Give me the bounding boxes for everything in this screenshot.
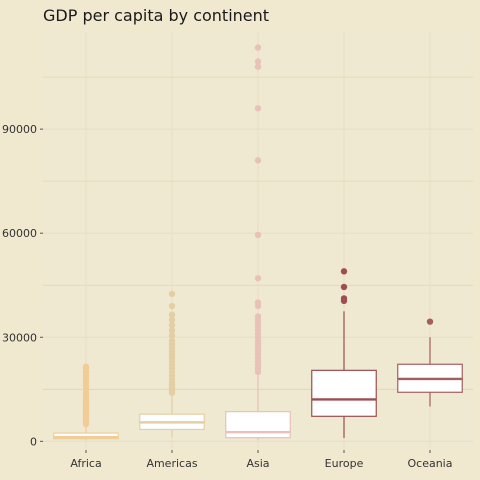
x-tick-label: Europe xyxy=(325,457,364,470)
outlier-point xyxy=(168,337,176,344)
y-tick-label: 90000 xyxy=(2,123,37,136)
outlier-point xyxy=(168,321,176,329)
chart-title: GDP per capita by continent xyxy=(43,6,269,25)
box-africa xyxy=(53,363,119,441)
outlier-point xyxy=(254,63,262,70)
outlier-point xyxy=(340,283,348,291)
chart-marks xyxy=(53,44,463,441)
box-iqr xyxy=(53,432,119,440)
outlier-point xyxy=(168,327,176,334)
outlier-point xyxy=(426,318,434,325)
outlier-point xyxy=(168,302,176,310)
x-tick-label: Africa xyxy=(70,457,101,470)
outlier-point xyxy=(254,58,262,65)
outlier-point xyxy=(254,105,262,112)
outlier-point xyxy=(168,290,176,298)
y-tick-label: 0 xyxy=(30,435,37,448)
outlier-point xyxy=(340,295,348,302)
outlier-point xyxy=(254,44,262,51)
outlier-point xyxy=(254,157,262,164)
box-americas xyxy=(139,290,205,438)
x-axis: Africa Americas Asia Europe Oceania xyxy=(70,450,452,470)
box-oceania xyxy=(397,318,463,407)
box-asia xyxy=(225,44,291,441)
outlier-point xyxy=(254,231,262,239)
outlier-point xyxy=(254,299,262,306)
x-tick-label: Asia xyxy=(246,457,269,470)
outlier-point xyxy=(168,332,176,339)
outlier-point xyxy=(254,275,262,282)
y-tick-label: 60000 xyxy=(2,227,37,240)
outlier-point xyxy=(168,316,176,324)
y-axis: 0 30000 60000 90000 xyxy=(2,123,43,448)
x-tick-label: Americas xyxy=(146,457,197,470)
outlier-point xyxy=(82,363,90,370)
box-iqr xyxy=(225,411,291,439)
x-tick-label: Oceania xyxy=(408,457,453,470)
box-europe xyxy=(311,268,377,438)
outlier-point xyxy=(340,268,348,275)
outlier-point xyxy=(168,311,176,318)
outlier-point xyxy=(254,313,262,320)
box-iqr xyxy=(311,369,377,417)
y-tick-label: 30000 xyxy=(2,331,37,344)
